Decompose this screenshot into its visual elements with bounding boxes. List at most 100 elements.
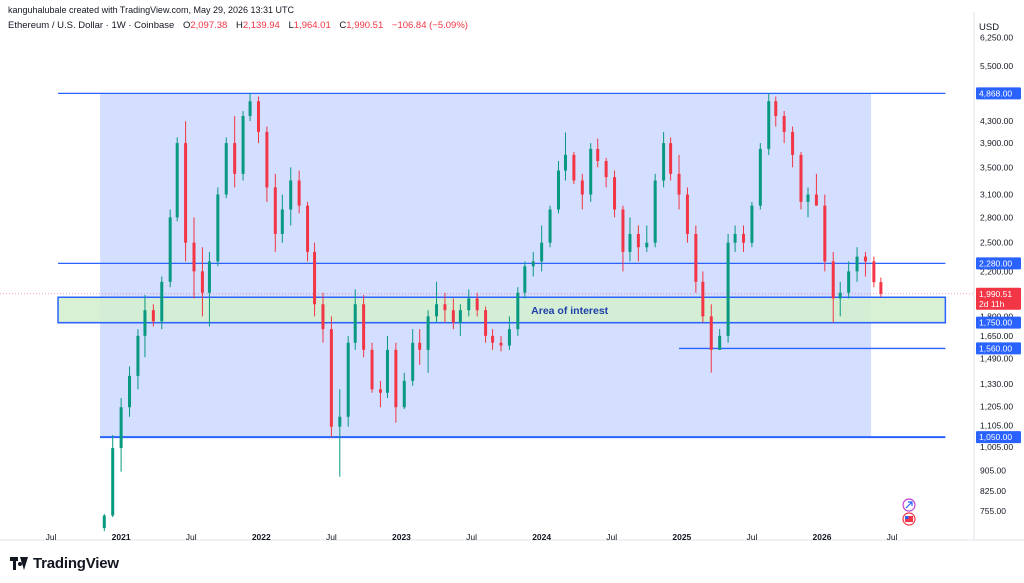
candle-body — [694, 233, 698, 282]
symbol-name[interactable]: Ethereum / U.S. Dollar · 1W · Coinbase — [8, 20, 175, 31]
candle-body — [814, 194, 818, 206]
level-price-label: 4,868.00 — [979, 88, 1012, 98]
candle-body — [475, 298, 479, 311]
brand-name: TradingView — [33, 555, 119, 572]
candle-body — [685, 194, 689, 234]
candle-body — [563, 154, 567, 171]
candle-body — [636, 233, 640, 248]
candle — [653, 173, 657, 248]
us-flag-event-icon — [902, 512, 916, 526]
candle-body — [136, 335, 140, 376]
y-tick-label: 2,800.00 — [980, 212, 1013, 222]
candle-body — [791, 131, 795, 155]
range-box — [100, 93, 872, 438]
ohlc-high: 2,139.94 — [242, 20, 280, 31]
event-icon — [902, 498, 916, 512]
candle-body — [645, 242, 649, 248]
candle-body — [175, 143, 179, 218]
x-tick-label: Jul — [326, 532, 337, 542]
candle-body — [102, 515, 106, 528]
candle — [774, 96, 778, 127]
ohlc-low: 1,964.01 — [293, 20, 331, 31]
candle — [111, 435, 115, 518]
candle-body — [467, 298, 471, 311]
candle — [475, 292, 479, 317]
candle — [224, 137, 228, 199]
candle — [596, 138, 600, 168]
candle — [742, 225, 746, 252]
candle-body — [306, 205, 310, 252]
candle-body — [709, 316, 713, 350]
candle — [701, 271, 705, 323]
currency-label[interactable]: USD — [979, 22, 1000, 33]
candle-body — [184, 143, 188, 243]
candle — [273, 173, 277, 252]
candle — [136, 329, 140, 390]
candle — [491, 329, 495, 350]
candle-body — [265, 131, 269, 188]
y-tick-label: 3,500.00 — [980, 162, 1013, 172]
candle — [782, 111, 786, 144]
candle — [102, 514, 106, 532]
candle-body — [718, 335, 722, 350]
ohlc-change: −106.84 (−5.09%) — [391, 20, 468, 31]
y-tick-label: 6,250.00 — [980, 32, 1013, 42]
x-tick-label: Jul — [466, 532, 477, 542]
candle-body — [750, 205, 754, 243]
candle-body — [248, 101, 252, 117]
candle-body — [806, 194, 810, 202]
candle — [548, 205, 552, 248]
candle — [831, 251, 835, 323]
candle-body — [385, 349, 389, 393]
candle — [184, 121, 188, 262]
candle — [758, 143, 762, 210]
candle — [128, 366, 132, 417]
candle — [200, 247, 204, 317]
candle-body — [207, 261, 211, 293]
candle — [370, 342, 374, 393]
candle — [418, 329, 422, 365]
candle — [540, 225, 544, 272]
candle-body — [726, 242, 730, 336]
candle — [321, 292, 325, 343]
ohlc-high-label: H — [235, 20, 243, 31]
candle — [872, 256, 876, 288]
candle-body — [572, 154, 576, 181]
x-tick-label: Jul — [746, 532, 757, 542]
candle — [297, 170, 301, 214]
candle-body — [111, 448, 115, 516]
candle — [378, 380, 382, 408]
candle-body — [256, 101, 260, 132]
candle — [604, 157, 608, 188]
candle-body — [847, 271, 851, 293]
candle — [726, 233, 730, 343]
candle-body — [742, 233, 746, 243]
candle — [863, 251, 867, 277]
candle-body — [192, 242, 196, 272]
candle-body — [418, 342, 422, 350]
candle — [346, 335, 350, 427]
candle — [207, 251, 211, 327]
x-tick-label: 2026 — [813, 532, 832, 542]
level-price-label: 1,750.00 — [979, 318, 1012, 328]
candle-body — [701, 281, 705, 317]
candle — [669, 137, 673, 181]
y-tick-label: 5,500.00 — [980, 61, 1013, 71]
x-tick-label: 2021 — [112, 532, 131, 542]
candle — [233, 116, 237, 188]
candle — [216, 187, 220, 267]
candle — [685, 187, 689, 243]
candle-body — [451, 310, 455, 323]
y-tick-label: 1,330.00 — [980, 379, 1013, 389]
candle-body — [273, 187, 277, 234]
tradingview-brand[interactable]: TradingView — [10, 555, 119, 572]
candle-body — [556, 170, 560, 210]
candle-body — [838, 292, 842, 299]
candle — [362, 294, 366, 358]
y-tick-label: 1,650.00 — [980, 331, 1013, 341]
candle-body — [491, 335, 495, 343]
candle-body — [289, 180, 293, 210]
candle-body — [338, 416, 342, 427]
candle — [306, 201, 310, 262]
